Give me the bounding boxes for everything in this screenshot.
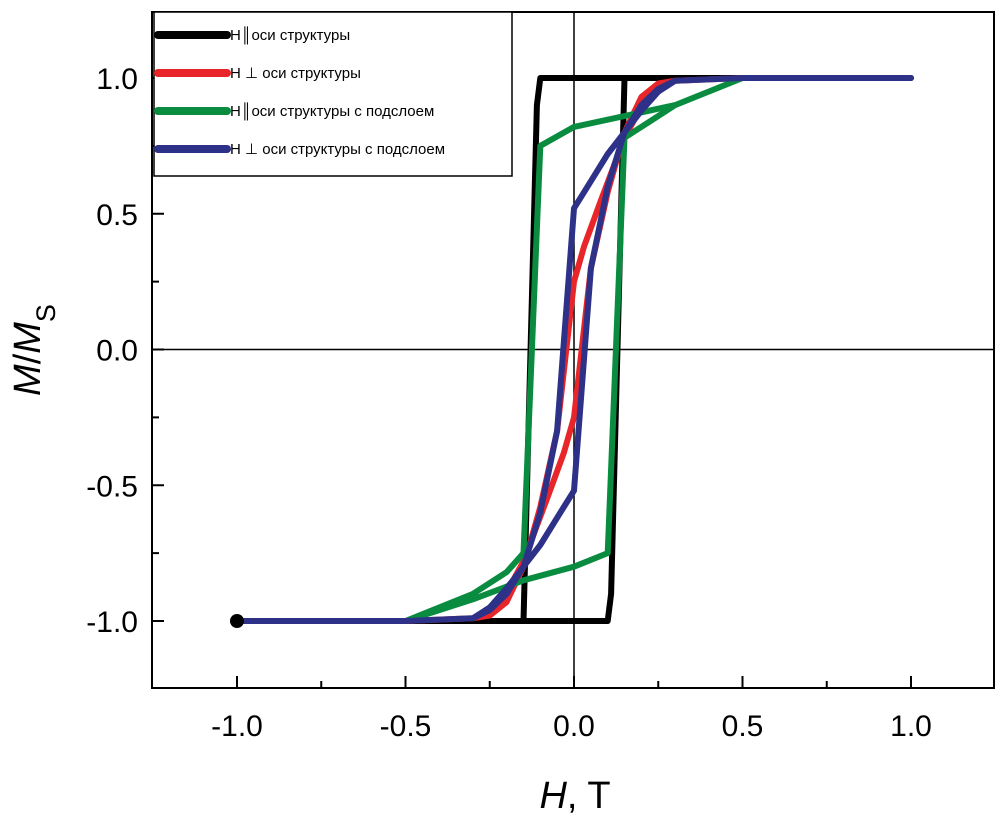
series-line-4: [234, 75, 914, 624]
y-axis: -1.0 -0.5 0.0 0.5 1.0: [86, 63, 164, 639]
y-tick-label: 1.0: [96, 63, 138, 96]
x-axis-title: H, T: [539, 775, 610, 817]
x-tick-label: 0.0: [553, 710, 595, 743]
x-tick-label: 1.0: [890, 710, 932, 743]
y-tick-label: -0.5: [86, 470, 138, 503]
legend-label: H║оси структуры с подслоем: [230, 102, 434, 121]
x-axis: -1.0 -0.5 0.0 0.5 1.0: [211, 676, 932, 743]
series-start-point: [230, 614, 244, 628]
legend: H║оси структуры H ⊥ оси структуры H║оси ст…: [153, 11, 513, 177]
legend-label: H║оси структуры: [230, 26, 350, 45]
y-tick-label: 0.0: [96, 335, 138, 368]
y-tick-label: 0.5: [96, 199, 138, 232]
series-layer: [234, 75, 914, 624]
x-tick-label: -0.5: [380, 710, 432, 743]
legend-label: H ⊥ оси структуры с подслоем: [230, 141, 445, 158]
x-tick-label: 0.5: [722, 710, 764, 743]
x-tick-label: -1.0: [211, 710, 263, 743]
y-axis-title: M/MS: [7, 304, 61, 396]
legend-label: H ⊥ оси структуры: [230, 65, 361, 82]
y-tick-label: -1.0: [86, 606, 138, 639]
